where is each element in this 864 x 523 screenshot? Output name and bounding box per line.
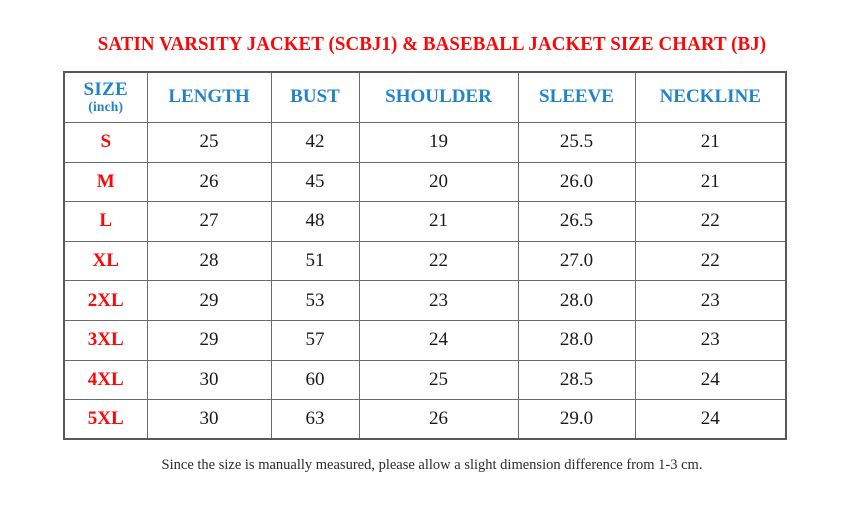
column-header-size-unit: (inch) [88,99,124,115]
cell-bust: 48 [270,201,360,242]
cell-length: 29 [146,280,272,321]
cell-size: 4XL [63,359,148,401]
column-header-size: SIZE (inch) [63,71,148,123]
cell-neckline: 23 [634,280,787,321]
table-row: 2XL 29 53 23 28.0 23 [63,280,787,321]
cell-size: 3XL [63,319,148,361]
cell-sleeve: 28.0 [517,280,636,321]
cell-shoulder: 19 [358,122,519,163]
cell-size: 2XL [63,280,148,321]
cell-sleeve: 29.0 [517,399,636,440]
cell-sleeve: 25.5 [517,122,636,163]
cell-size: L [63,201,148,242]
cell-length: 29 [146,319,272,361]
cell-size: S [63,122,148,163]
table-row: 3XL 29 57 24 28.0 23 [63,319,787,361]
cell-sleeve: 26.0 [517,161,636,203]
cell-length: 28 [146,240,272,282]
cell-bust: 63 [270,399,360,440]
cell-bust: 42 [270,122,360,163]
page-title: SATIN VARSITY JACKET (SCBJ1) & BASEBALL … [97,34,767,55]
cell-bust: 45 [270,161,360,203]
cell-shoulder: 22 [358,240,519,282]
cell-size: 5XL [63,399,148,440]
column-header-length: LENGTH [146,71,272,123]
cell-shoulder: 25 [358,359,519,401]
cell-shoulder: 24 [358,319,519,361]
cell-length: 30 [146,399,272,440]
table-header: SIZE (inch) LENGTH BUST SHOULDER SLEEVE … [63,71,787,123]
measurement-disclaimer: Since the size is manually measured, ple… [161,457,703,473]
column-header-bust: BUST [270,71,360,123]
column-header-neckline: NECKLINE [634,71,787,123]
cell-bust: 57 [270,319,360,361]
table-row: XL 28 51 22 27.0 22 [63,240,787,282]
column-header-shoulder: SHOULDER [358,71,519,123]
cell-neckline: 22 [634,201,787,242]
cell-size: M [63,161,148,203]
cell-bust: 60 [270,359,360,401]
cell-length: 25 [146,122,272,163]
cell-neckline: 23 [634,319,787,361]
header-row: SIZE (inch) LENGTH BUST SHOULDER SLEEVE … [63,71,787,123]
cell-neckline: 24 [634,359,787,401]
cell-sleeve: 28.0 [517,319,636,361]
size-chart-table: SIZE (inch) LENGTH BUST SHOULDER SLEEVE … [63,71,787,441]
cell-neckline: 21 [634,122,787,163]
table-row: L 27 48 21 26.5 22 [63,201,787,242]
cell-shoulder: 21 [358,201,519,242]
cell-shoulder: 23 [358,280,519,321]
cell-sleeve: 28.5 [517,359,636,401]
cell-shoulder: 26 [358,399,519,440]
cell-neckline: 22 [634,240,787,282]
table-row: 4XL 30 60 25 28.5 24 [63,359,787,401]
cell-length: 30 [146,359,272,401]
cell-length: 26 [146,161,272,203]
table-row: 5XL 30 63 26 29.0 24 [63,399,787,440]
cell-sleeve: 27.0 [517,240,636,282]
cell-size: XL [63,240,148,282]
cell-bust: 53 [270,280,360,321]
column-header-size-label: SIZE [83,79,128,101]
cell-neckline: 24 [634,399,787,440]
column-header-sleeve: SLEEVE [517,71,636,123]
cell-shoulder: 20 [358,161,519,203]
table-row: M 26 45 20 26.0 21 [63,161,787,203]
cell-neckline: 21 [634,161,787,203]
cell-sleeve: 26.5 [517,201,636,242]
table-body: S 25 42 19 25.5 21 M 26 45 20 26.0 21 L … [63,122,787,440]
cell-length: 27 [146,201,272,242]
cell-bust: 51 [270,240,360,282]
table-row: S 25 42 19 25.5 21 [63,122,787,163]
